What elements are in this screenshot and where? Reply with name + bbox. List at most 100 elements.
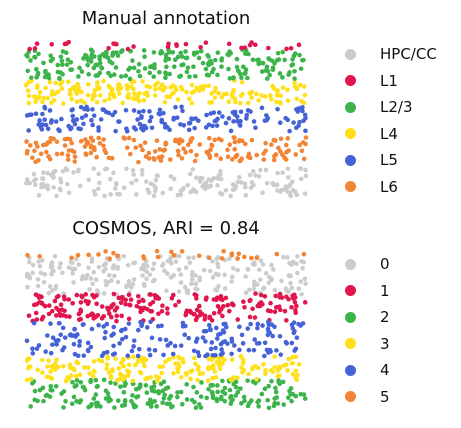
scatter-point [118, 384, 123, 389]
scatter-point [203, 339, 208, 344]
scatter-point [76, 126, 81, 131]
scatter-point [209, 389, 215, 395]
scatter-point [71, 280, 76, 285]
scatter-point [66, 39, 72, 45]
scatter-point [77, 183, 83, 189]
scatter-point [39, 184, 44, 190]
scatter-point [233, 393, 239, 398]
scatter-point [82, 365, 87, 370]
scatter-point [93, 377, 99, 383]
scatter-point [97, 180, 102, 186]
scatter-point [133, 96, 138, 102]
scatter-point [101, 78, 106, 84]
scatter-point [294, 192, 299, 198]
scatter-point [215, 383, 220, 388]
scatter-plot-bottom [24, 248, 308, 411]
scatter-point [151, 183, 157, 188]
scatter-point [115, 279, 121, 285]
scatter-point [83, 52, 88, 58]
scatter-point [289, 340, 295, 346]
scatter-point [131, 338, 137, 343]
scatter-point [86, 365, 91, 370]
scatter-point [277, 304, 282, 309]
scatter-point [165, 311, 170, 316]
scatter-point [136, 327, 141, 333]
scatter-point [40, 99, 45, 105]
scatter-point [85, 313, 90, 319]
scatter-point [66, 190, 72, 196]
scatter-point [85, 340, 91, 346]
scatter-point [218, 293, 224, 299]
scatter-point [237, 174, 242, 180]
scatter-point [179, 156, 185, 161]
scatter-point [79, 89, 84, 95]
scatter-point [173, 302, 178, 308]
scatter-point [239, 45, 244, 51]
scatter-point [45, 333, 50, 338]
scatter-point [197, 371, 203, 377]
scatter-point [220, 114, 225, 119]
scatter-point [191, 89, 197, 94]
scatter-point [44, 374, 50, 380]
scatter-point [159, 308, 165, 314]
scatter-point [215, 389, 220, 395]
scatter-point [204, 295, 209, 300]
scatter-point [115, 85, 121, 90]
scatter-point [228, 395, 233, 401]
scatter-point [75, 360, 81, 366]
scatter-point [232, 139, 238, 145]
scatter-point [88, 276, 94, 281]
scatter-point [104, 362, 110, 367]
scatter-point [116, 398, 121, 403]
scatter-point [24, 377, 30, 383]
scatter-point [113, 356, 118, 362]
scatter-point [160, 364, 166, 369]
scatter-point [290, 296, 296, 301]
scatter-point [116, 91, 122, 96]
scatter-point [206, 364, 211, 370]
scatter-point [130, 168, 136, 173]
scatter-point [40, 111, 45, 117]
scatter-point [166, 41, 171, 47]
scatter-point [180, 320, 186, 326]
scatter-point [123, 73, 129, 79]
scatter-point [99, 304, 105, 309]
scatter-point [243, 274, 248, 279]
scatter-point [198, 48, 204, 54]
scatter-point [28, 58, 33, 63]
scatter-point [237, 347, 242, 353]
scatter-point [242, 181, 248, 187]
scatter-point [69, 401, 75, 407]
legend-item: L4 [345, 123, 398, 145]
scatter-point [294, 96, 300, 102]
scatter-point [284, 46, 289, 52]
scatter-point [189, 100, 195, 106]
scatter-point [253, 173, 258, 178]
scatter-point [85, 272, 90, 278]
scatter-point [111, 263, 117, 268]
scatter-point [147, 70, 153, 76]
scatter-point [215, 264, 221, 270]
scatter-point [277, 71, 283, 76]
scatter-point [274, 348, 279, 353]
scatter-point [165, 343, 171, 348]
scatter-point [111, 170, 116, 176]
scatter-point [64, 62, 70, 67]
scatter-point [179, 62, 184, 68]
scatter-point [220, 297, 225, 303]
scatter-point [193, 339, 199, 344]
scatter-point [90, 373, 96, 379]
scatter-point [95, 312, 101, 318]
scatter-point [255, 282, 260, 287]
scatter-point [269, 378, 274, 384]
scatter-point [96, 252, 101, 257]
scatter-point [262, 294, 268, 299]
scatter-point [291, 120, 296, 125]
scatter-point [277, 294, 283, 300]
scatter-point [143, 125, 149, 131]
scatter-point [136, 293, 141, 299]
scatter-point [111, 72, 117, 77]
scatter-point [124, 126, 129, 131]
scatter-point [93, 62, 99, 68]
scatter-point [47, 108, 53, 113]
